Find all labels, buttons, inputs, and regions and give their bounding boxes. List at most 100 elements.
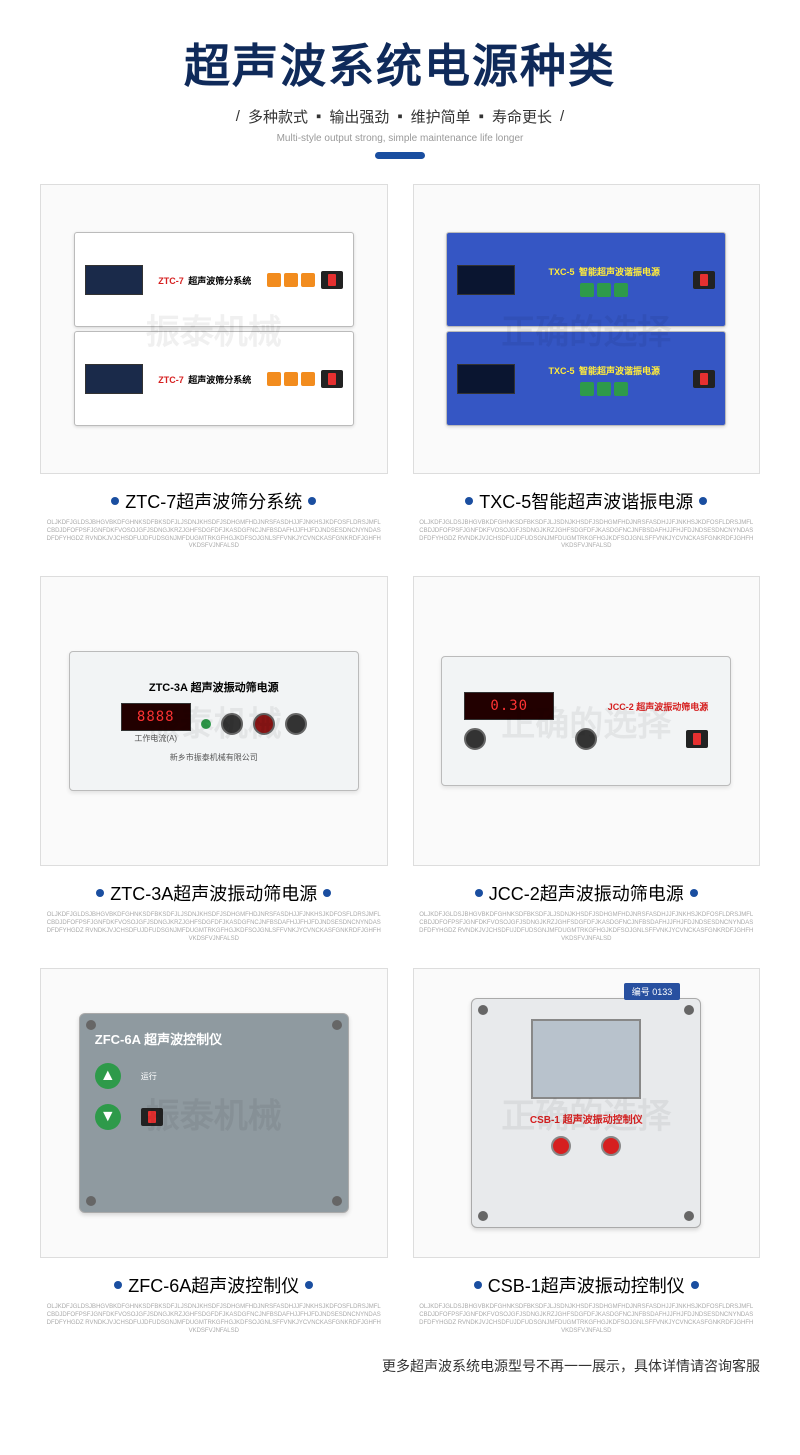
knob-icon: [285, 713, 307, 735]
device-header: ZFC-6A 超声波控制仪: [95, 1029, 333, 1048]
up-arrow-icon: ▲: [95, 1063, 121, 1089]
dot-icon: [474, 1281, 482, 1289]
knob-icon: [253, 713, 275, 735]
subtitle-tag: 多种款式: [248, 106, 308, 127]
english-subtitle: Multi-style output strong, simple mainte…: [40, 133, 760, 144]
fine-print: OLJKDFJGLDSJBHGVBKDFGHNKSDFBKSDFJLJSDNJK…: [413, 912, 761, 943]
power-switch-icon: [686, 730, 708, 748]
digit-display: 8888: [121, 703, 191, 731]
device-button: [597, 283, 611, 297]
screw-icon: [332, 1196, 342, 1206]
product-image: 0.30 JCC-2 超声波振动筛电源 正确的选择: [413, 576, 761, 866]
product-title: ZTC-7超声波筛分系统: [125, 488, 302, 514]
dot-icon: [323, 889, 331, 897]
device-model: ZTC-7: [158, 276, 184, 286]
dot-icon: [465, 497, 473, 505]
screw-icon: [86, 1196, 96, 1206]
device-name-label: 智能超声波谐振电源: [579, 366, 660, 376]
product-title: ZFC-6A超声波控制仪: [128, 1272, 299, 1298]
dot-icon: [475, 889, 483, 897]
device-illustration: TXC-5 智能超声波谐振电源: [446, 331, 726, 426]
run-label: 运行: [141, 1071, 157, 1082]
red-button-icon: [601, 1136, 621, 1156]
device-model: TXC-5: [549, 267, 575, 277]
device-illustration: ZTC-7 超声波筛分系统: [74, 331, 354, 426]
device-illustration: 0.30 JCC-2 超声波振动筛电源: [441, 656, 731, 786]
product-title: JCC-2超声波振动筛电源: [489, 880, 684, 906]
device-name-label: 智能超声波谐振电源: [579, 267, 660, 277]
dot-icon: [305, 1281, 313, 1289]
product-image: ZFC-6A 超声波控制仪 ▲ 运行 ▼ 振泰机械: [40, 968, 388, 1258]
device-button: [597, 382, 611, 396]
device-button: [301, 372, 315, 386]
serial-badge: 编号 0133: [624, 983, 681, 1000]
product-grid: ZTC-7 超声波筛分系统 ZTC-7 超声波筛分系统 振泰机械 ZTC-7超声…: [40, 184, 760, 1336]
device-button: [614, 283, 628, 297]
fine-print: OLJKDFJGLDSJBHGVBKDFGHNKSDFBKSDFJLJSDNJK…: [413, 1304, 761, 1335]
slash-icon: /: [236, 108, 240, 125]
product-cell: ZTC-7 超声波筛分系统 ZTC-7 超声波筛分系统 振泰机械 ZTC-7超声…: [40, 184, 388, 551]
screw-icon: [684, 1211, 694, 1221]
device-illustration: ZTC-3A 超声波振动筛电源 8888 工作电流(A) 新乡市振泰机械有限公司: [69, 651, 359, 791]
power-switch-icon: [693, 370, 715, 388]
device-model: ZTC-7: [158, 375, 184, 385]
power-switch-icon: [141, 1108, 163, 1126]
product-cell: 0.30 JCC-2 超声波振动筛电源 正确的选择 JCC-2超声波振动筛电源 …: [413, 576, 761, 943]
device-screen: [85, 364, 143, 394]
digit-display: 0.30: [464, 692, 554, 720]
power-switch-icon: [321, 271, 343, 289]
screw-icon: [478, 1005, 488, 1015]
footer-note: 更多超声波系统电源型号不再一一展示，具体详情请咨询客服: [40, 1356, 760, 1376]
knob-icon: [464, 728, 486, 750]
device-button: [284, 273, 298, 287]
slash-icon: /: [560, 108, 564, 125]
down-arrow-icon: ▼: [95, 1104, 121, 1130]
bullet-icon: ▪: [479, 108, 484, 125]
product-title: ZTC-3A超声波振动筛电源: [110, 880, 317, 906]
red-button-icon: [551, 1136, 571, 1156]
device-name-label: 超声波筛分系统: [188, 276, 251, 286]
dot-icon: [690, 889, 698, 897]
screw-icon: [478, 1211, 488, 1221]
fine-print: OLJKDFJGLDSJBHGVBKDFGHNKSDFBKSDFJLJSDNJK…: [40, 520, 388, 551]
product-title: CSB-1超声波振动控制仪: [488, 1272, 685, 1298]
subtitle-tag: 寿命更长: [492, 106, 552, 127]
product-image: TXC-5 智能超声波谐振电源 TXC-5 智能超声波谐振电源 正确的选择: [413, 184, 761, 474]
device-button: [580, 283, 594, 297]
accent-bar: [375, 152, 425, 159]
device-button: [301, 273, 315, 287]
knob-icon: [575, 728, 597, 750]
fine-print: OLJKDFJGLDSJBHGVBKDFGHNKSDFBKSDFJLJSDNJK…: [40, 1304, 388, 1335]
product-cell: ZTC-3A 超声波振动筛电源 8888 工作电流(A) 新乡市振泰机械有限公司…: [40, 576, 388, 943]
device-name-label: 超声波筛分系统: [188, 375, 251, 385]
dot-icon: [114, 1281, 122, 1289]
product-cell: 编号 0133 CSB-1 超声波振动控制仪 正确的选择 CSB-1超声波振动控…: [413, 968, 761, 1335]
dot-icon: [96, 889, 104, 897]
device-button: [267, 372, 281, 386]
power-switch-icon: [693, 271, 715, 289]
device-sublabel: 工作电流(A): [134, 733, 177, 744]
knob-icon: [221, 713, 243, 735]
dot-icon: [111, 497, 119, 505]
device-screen: [85, 265, 143, 295]
bullet-icon: ▪: [397, 108, 402, 125]
device-screen: [457, 364, 515, 394]
device-screen: [531, 1019, 641, 1099]
dot-icon: [691, 1281, 699, 1289]
device-illustration: ZFC-6A 超声波控制仪 ▲ 运行 ▼: [79, 1013, 349, 1213]
device-button: [580, 382, 594, 396]
subtitle-tag: 输出强劲: [329, 106, 389, 127]
led-icon: [201, 719, 211, 729]
device-header: ZTC-3A 超声波振动筛电源: [149, 679, 279, 695]
dot-icon: [308, 497, 316, 505]
device-illustration: TXC-5 智能超声波谐振电源: [446, 232, 726, 327]
product-cell: TXC-5 智能超声波谐振电源 TXC-5 智能超声波谐振电源 正确的选择: [413, 184, 761, 551]
screw-icon: [684, 1005, 694, 1015]
product-cell: ZFC-6A 超声波控制仪 ▲ 运行 ▼ 振泰机械 ZFC-6A超声波控制仪 O…: [40, 968, 388, 1335]
product-image: ZTC-7 超声波筛分系统 ZTC-7 超声波筛分系统 振泰机械: [40, 184, 388, 474]
device-header: CSB-1 超声波振动控制仪: [487, 1111, 685, 1126]
device-illustration: 编号 0133 CSB-1 超声波振动控制仪: [471, 998, 701, 1228]
subtitle-tag: 维护简单: [411, 106, 471, 127]
device-illustration: ZTC-7 超声波筛分系统: [74, 232, 354, 327]
power-switch-icon: [321, 370, 343, 388]
